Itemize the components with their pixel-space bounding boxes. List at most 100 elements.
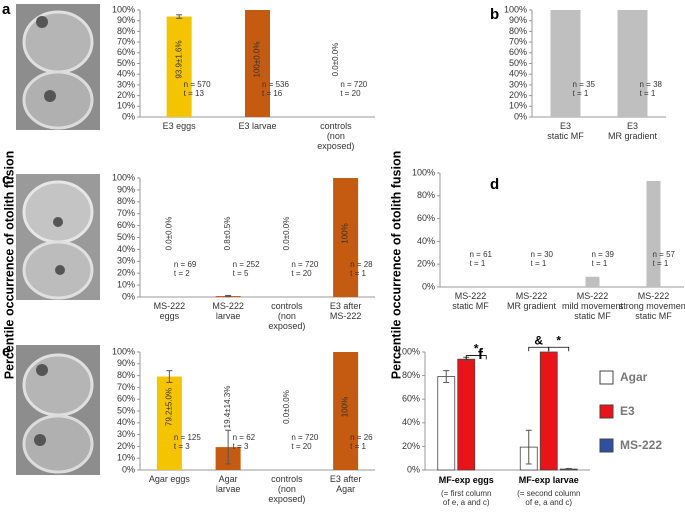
note: n = 720 t = 20 <box>340 81 368 98</box>
micrograph-c <box>16 174 100 300</box>
x-tick-label: E3 after MS-222 <box>329 302 362 321</box>
y-tick-label: 80% <box>402 370 420 380</box>
note-box: n = 252 t = 5 <box>232 261 260 278</box>
y-axis-title: Percentile occurrence of otolith fusion <box>389 151 403 380</box>
note-box: n = 720 t = 20 <box>340 81 368 98</box>
y-tick-label: 60% <box>402 394 420 404</box>
x-tick-label: controls (non exposed) <box>268 302 306 331</box>
y-tick-label: 100% <box>504 4 527 14</box>
category-note-box: (= first column of e, a and c) <box>441 490 491 507</box>
y-tick-label: 80% <box>417 190 435 200</box>
bar <box>646 180 661 287</box>
y-tick-label: 80% <box>117 196 135 206</box>
significance-bracket <box>548 346 570 352</box>
x-tick-label: Agar eggs <box>148 475 190 484</box>
note-box: n = 125 t = 3 <box>174 434 201 451</box>
note-box: n = 536 t = 16 <box>262 81 289 98</box>
value-label: 100% <box>341 223 350 243</box>
bar <box>437 376 456 471</box>
y-tick-label: 0% <box>122 464 135 474</box>
y-tick-label: 30% <box>117 256 135 266</box>
y-tick-label: 10% <box>117 101 135 111</box>
y-tick-label: 90% <box>509 15 527 25</box>
y-tick-label: 60% <box>417 213 435 223</box>
note-box: n = 35 t = 1 <box>573 81 595 98</box>
note: n = 38 t = 1 <box>639 81 662 98</box>
y-tick-label: 90% <box>117 15 135 25</box>
y-tick-label: 30% <box>117 79 135 89</box>
panel-label: d <box>490 176 499 193</box>
value-label: 100±0.0% <box>253 42 262 78</box>
x-tick-label-box: MS-222 larvae <box>212 302 244 321</box>
note: n = 57 t = 1 <box>652 251 675 268</box>
note: n = 570 t = 13 <box>183 81 211 98</box>
panel-label: f <box>478 346 484 363</box>
y-tick-label: 100% <box>112 172 135 182</box>
y-tick-label: 20% <box>417 259 435 269</box>
x-tick-label: E3 larvae <box>238 122 277 131</box>
note: n = 30 t = 1 <box>530 251 553 268</box>
value-label: 0.8±0.5% <box>223 217 232 251</box>
y-tick-label: 70% <box>117 36 135 46</box>
bar <box>333 178 359 297</box>
note: n = 720 t = 20 <box>291 261 319 278</box>
note: n = 69 t = 2 <box>173 261 197 278</box>
note-box: n = 720 t = 20 <box>291 434 318 451</box>
value-label: 0.0±0.0% <box>164 217 173 251</box>
x-tick-label-box: Agar eggs <box>148 475 190 484</box>
note: n = 61 t = 1 <box>469 251 492 268</box>
x-tick-label-box: MF-exp eggs <box>438 476 494 485</box>
legend-label: MS-222 <box>620 438 662 452</box>
micrograph-e <box>16 345 100 475</box>
bar <box>617 10 648 117</box>
x-tick-label: controls (non exposed) <box>317 122 355 151</box>
y-tick-label: 70% <box>509 36 527 46</box>
x-tick-label-box: E3 after Agar <box>330 475 362 494</box>
y-tick-label: 90% <box>117 184 135 194</box>
y-tick-label: 40% <box>117 417 135 427</box>
y-tick-label: 40% <box>117 69 135 79</box>
note-box: n = 61 t = 1 <box>469 251 492 268</box>
note-box: n = 26 t = 1 <box>350 434 372 451</box>
note: n = 62 t = 3 <box>232 434 256 451</box>
bar <box>539 351 558 471</box>
bar <box>245 10 270 117</box>
note: n = 39 t = 1 <box>591 251 614 268</box>
x-tick-label-box: E3 larvae <box>238 122 277 131</box>
note-box: n = 720 t = 20 <box>291 261 319 278</box>
significance-label: * <box>474 342 479 356</box>
x-tick-label-box: MS-222 mild movement static MF <box>562 292 623 321</box>
x-tick-label: MF-exp larvae <box>518 476 579 485</box>
y-tick-label: 80% <box>117 26 135 36</box>
panel-label: e <box>2 343 10 360</box>
x-tick-label-box: E3 MR gradient <box>608 122 657 141</box>
y-tick-label: 20% <box>509 90 527 100</box>
y-tick-label: 100% <box>112 346 135 356</box>
bar <box>550 10 581 117</box>
y-tick-label: 50% <box>117 405 135 415</box>
panel-label: a <box>2 1 11 18</box>
note-box: n = 570 t = 13 <box>183 81 211 98</box>
note-box: n = 62 t = 3 <box>232 434 256 451</box>
x-tick-label-box: controls (non exposed) <box>268 302 306 331</box>
x-tick-label-box: E3 after MS-222 <box>329 302 362 321</box>
significance-bracket <box>465 355 487 360</box>
value-label: 0.0±0.0% <box>282 217 291 251</box>
y-tick-label: 60% <box>509 47 527 57</box>
legend-swatch <box>599 370 614 385</box>
bar <box>166 16 192 117</box>
x-tick-label-box: controls (non exposed) <box>268 475 305 504</box>
note: n = 252 t = 5 <box>232 261 260 278</box>
x-tick-label: MF-exp eggs <box>438 476 494 485</box>
y-tick-label: 10% <box>117 453 135 463</box>
y-tick-label: 60% <box>117 394 135 404</box>
note-box: n = 38 t = 1 <box>639 81 662 98</box>
panel-label: b <box>490 6 499 23</box>
y-tick-label: 20% <box>402 441 420 451</box>
y-tick-label: 40% <box>417 236 435 246</box>
y-tick-label: 80% <box>117 370 135 380</box>
legend-swatch <box>599 404 614 419</box>
value-label: 19.4±14.3% <box>223 386 232 429</box>
y-tick-label: 70% <box>117 382 135 392</box>
